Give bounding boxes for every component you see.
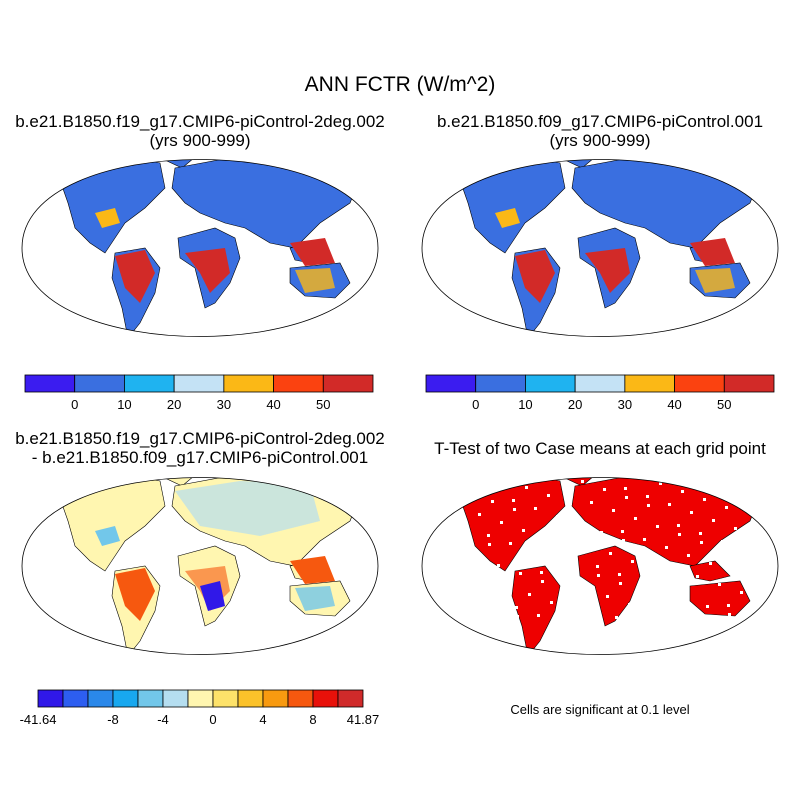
colorbar-2-swatch (574, 374, 626, 393)
panel-4-title-line1: T-Test of two Case means at each grid po… (434, 439, 766, 458)
map-panel-1 (21, 159, 379, 337)
colorbar-3-tick-label: -4 (157, 712, 169, 727)
map-2-land (454, 159, 761, 337)
colorbar-3-swatch (212, 689, 239, 708)
panel-1-title: b.e21.B1850.f19_g17.CMIP6-piControl-2deg… (0, 112, 400, 150)
colorbar-2-tick-label: 20 (568, 397, 582, 412)
colorbar-1-tick-label: 0 (71, 397, 78, 412)
panel-1-title-line1: b.e21.B1850.f19_g17.CMIP6-piControl-2deg… (15, 112, 385, 131)
colorbar-3-swatch (37, 689, 64, 708)
significance-note: Cells are significant at 0.1 level (510, 702, 690, 717)
colorbar-3-swatch (337, 689, 364, 708)
colorbar-2-swatch (525, 374, 576, 393)
panel-2-title: b.e21.B1850.f09_g17.CMIP6-piControl.001 … (400, 112, 800, 150)
panel-3-title-line1: b.e21.B1850.f19_g17.CMIP6-piControl-2deg… (15, 429, 385, 448)
colorbar-3-swatch (62, 689, 89, 708)
figure-title: ANN FCTR (W/m^2) (304, 73, 496, 96)
colorbar-2-swatch (475, 374, 526, 393)
panel-3-title-line2: - b.e21.B1850.f09_g17.CMIP6-piControl.00… (31, 448, 369, 467)
panel-1-title-line2: (yrs 900-999) (149, 131, 251, 150)
colorbar-1-tick-label: 10 (117, 397, 131, 412)
colorbar-1-swatch (273, 374, 324, 393)
colorbar-1-swatch (124, 374, 175, 393)
colorbar-2-swatch (723, 374, 775, 393)
map-panel-2 (421, 159, 779, 337)
colorbar-2: 0 10 20 30 40 50 (425, 374, 775, 412)
colorbar-1-swatch (173, 374, 225, 393)
colorbar-2-tick-label: 30 (618, 397, 632, 412)
colorbar-2-tick-label: 0 (472, 397, 479, 412)
colorbar-3-tick-label: -41.64 (20, 712, 57, 727)
colorbar-1-tick-label: 20 (167, 397, 181, 412)
colorbar-3: -41.64 -8 -4 0 4 8 41.87 (20, 689, 380, 727)
colorbar-2-swatch (674, 374, 725, 393)
colorbar-1-tick-label: 40 (266, 397, 280, 412)
colorbar-1-swatch (74, 374, 125, 393)
colorbar-2-swatch (624, 374, 675, 393)
colorbar-3-tick-label: 0 (209, 712, 216, 727)
map-panel-4 (421, 477, 779, 655)
colorbar-1-swatch (223, 374, 274, 393)
panel-2-title-line2: (yrs 900-999) (549, 131, 651, 150)
colorbar-3-swatch (162, 689, 189, 708)
colorbar-1: 0 10 20 30 40 50 (24, 374, 374, 412)
colorbar-3-swatch (237, 689, 264, 708)
colorbar-2-tick-label: 10 (518, 397, 532, 412)
colorbar-2-swatch (425, 374, 477, 393)
map-panel-3 (21, 477, 379, 655)
colorbar-1-swatch (24, 374, 76, 393)
colorbar-3-swatch (262, 689, 289, 708)
colorbar-1-tick-label: 30 (217, 397, 231, 412)
colorbar-3-swatch (87, 689, 114, 708)
panel-3-title: b.e21.B1850.f19_g17.CMIP6-piControl-2deg… (0, 429, 400, 467)
colorbar-3-swatch (187, 689, 214, 708)
colorbar-2-tick-label: 40 (667, 397, 681, 412)
colorbar-1-swatch (322, 374, 374, 393)
map-1-land (54, 159, 361, 337)
colorbar-3-tick-label: 41.87 (347, 712, 380, 727)
panel-4-title: T-Test of two Case means at each grid po… (400, 439, 800, 458)
colorbar-3-tick-label: 4 (259, 712, 266, 727)
colorbar-3-swatch (137, 689, 164, 708)
colorbar-2-tick-label: 50 (717, 397, 731, 412)
map-4-land (454, 477, 761, 655)
map-3-land (54, 477, 361, 655)
panel-2-title-line1: b.e21.B1850.f09_g17.CMIP6-piControl.001 (436, 112, 764, 131)
colorbar-1-tick-label: 50 (316, 397, 330, 412)
colorbar-3-swatch (287, 689, 314, 708)
colorbar-3-swatch (312, 689, 339, 708)
colorbar-3-tick-label: 8 (309, 712, 316, 727)
colorbar-3-tick-label: -8 (107, 712, 119, 727)
colorbar-3-swatch (112, 689, 139, 708)
